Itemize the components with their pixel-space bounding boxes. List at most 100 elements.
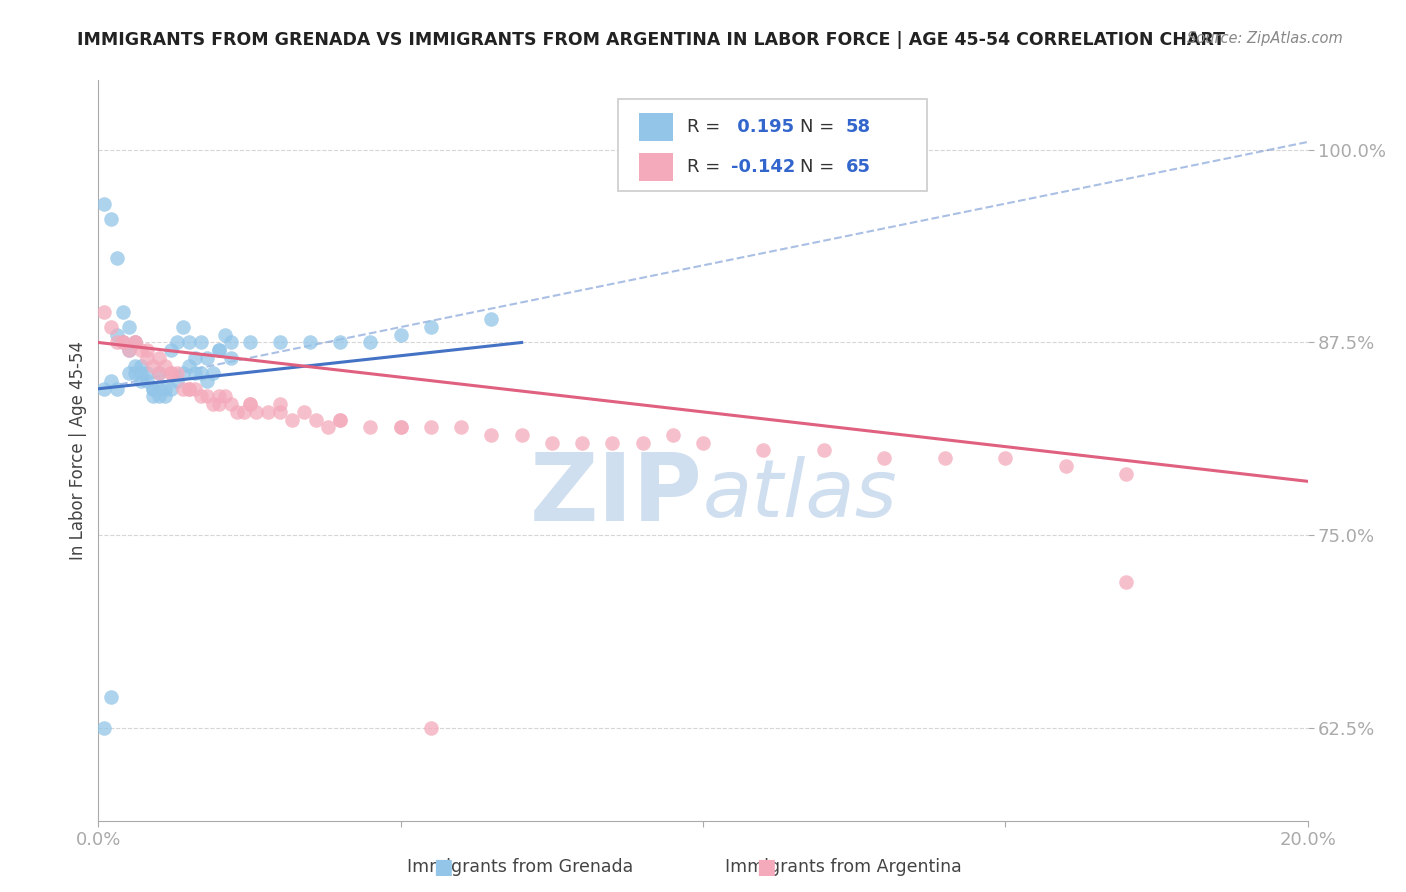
Point <box>100 320 122 334</box>
Point <box>153 359 176 373</box>
Point <box>172 382 194 396</box>
Point <box>172 367 194 381</box>
Y-axis label: In Labor Force | Age 45-54: In Labor Force | Age 45-54 <box>69 341 87 560</box>
Point <box>129 359 152 373</box>
Point <box>602 435 624 450</box>
Text: ■: ■ <box>756 857 776 877</box>
Text: 0.195: 0.195 <box>731 118 794 136</box>
Point <box>239 335 262 350</box>
Point <box>118 343 141 358</box>
Point <box>245 405 267 419</box>
Text: 65: 65 <box>845 158 870 176</box>
Point <box>184 351 207 365</box>
Point <box>160 367 183 381</box>
Point <box>148 382 170 396</box>
Point <box>142 382 165 396</box>
Point <box>256 405 278 419</box>
Point <box>135 343 157 358</box>
Point <box>1054 458 1077 473</box>
Point <box>118 343 141 358</box>
Point <box>135 351 157 365</box>
Point <box>208 343 231 358</box>
FancyBboxPatch shape <box>638 153 673 181</box>
Point <box>481 428 503 442</box>
Point <box>93 196 115 211</box>
Point <box>166 335 188 350</box>
Point <box>100 212 122 227</box>
Point <box>105 327 128 342</box>
Point <box>148 389 170 403</box>
Point <box>420 420 443 434</box>
Point <box>208 343 231 358</box>
Point <box>232 405 254 419</box>
Point <box>93 382 115 396</box>
Text: Source: ZipAtlas.com: Source: ZipAtlas.com <box>1187 31 1343 46</box>
Point <box>148 351 170 365</box>
Text: N =: N = <box>800 158 839 176</box>
Point <box>239 397 262 411</box>
Point <box>221 335 243 350</box>
Point <box>299 335 322 350</box>
Point <box>202 367 225 381</box>
Point <box>100 374 122 388</box>
Point <box>179 382 201 396</box>
Point <box>934 451 956 466</box>
Point <box>105 335 128 350</box>
Point <box>111 335 134 350</box>
Point <box>420 721 443 735</box>
Point <box>160 382 183 396</box>
Point <box>111 304 134 318</box>
Point <box>195 374 218 388</box>
Point <box>135 367 157 381</box>
Point <box>571 435 593 450</box>
Text: R =: R = <box>688 158 727 176</box>
Point <box>124 359 146 373</box>
Text: Immigrants from Grenada: Immigrants from Grenada <box>408 858 633 876</box>
Point <box>329 335 352 350</box>
Point <box>179 359 201 373</box>
Point <box>269 335 291 350</box>
Point <box>208 397 231 411</box>
Point <box>111 335 134 350</box>
Point <box>752 443 775 458</box>
Point <box>129 367 152 381</box>
Point <box>124 335 146 350</box>
Point <box>329 412 352 426</box>
Point <box>142 389 165 403</box>
Point <box>148 367 170 381</box>
Point <box>172 320 194 334</box>
Point <box>93 721 115 735</box>
Point <box>118 320 141 334</box>
Point <box>813 443 835 458</box>
Text: ■: ■ <box>433 857 453 877</box>
Point <box>184 382 207 396</box>
Point <box>481 312 503 326</box>
Point <box>100 690 122 705</box>
Point <box>153 389 176 403</box>
Text: IMMIGRANTS FROM GRENADA VS IMMIGRANTS FROM ARGENTINA IN LABOR FORCE | AGE 45-54 : IMMIGRANTS FROM GRENADA VS IMMIGRANTS FR… <box>77 31 1226 49</box>
Point <box>208 389 231 403</box>
Text: -0.142: -0.142 <box>731 158 796 176</box>
Point <box>994 451 1017 466</box>
Point <box>510 428 533 442</box>
Point <box>105 382 128 396</box>
Point <box>135 374 157 388</box>
Point <box>202 397 225 411</box>
Point <box>129 374 152 388</box>
Point <box>166 367 188 381</box>
Point <box>360 335 382 350</box>
Point <box>316 420 339 434</box>
FancyBboxPatch shape <box>638 112 673 141</box>
Point <box>124 335 146 350</box>
Point <box>661 428 683 442</box>
Point <box>190 389 212 403</box>
Point <box>148 367 170 381</box>
Point <box>129 343 152 358</box>
Point <box>214 327 236 342</box>
Point <box>329 412 352 426</box>
Point <box>692 435 714 450</box>
FancyBboxPatch shape <box>619 99 927 191</box>
Point <box>179 382 201 396</box>
Text: 58: 58 <box>845 118 870 136</box>
Point <box>190 367 212 381</box>
